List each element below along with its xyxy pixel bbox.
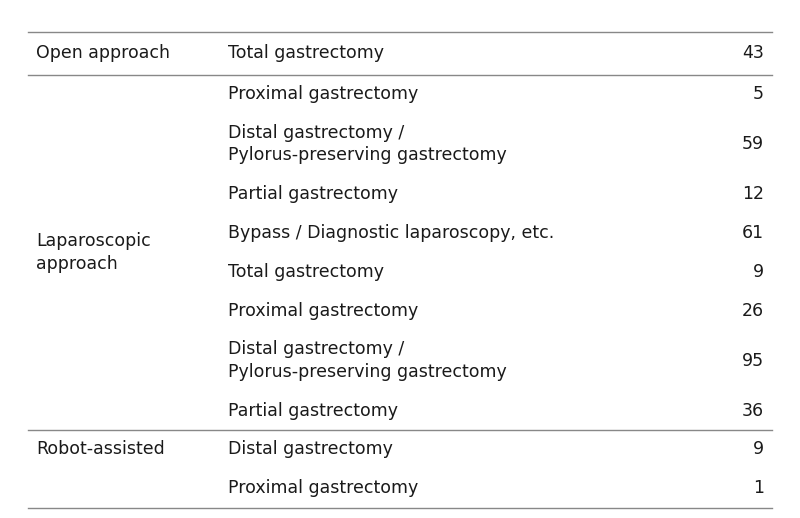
Text: Partial gastrectomy: Partial gastrectomy — [228, 401, 398, 420]
Text: Partial gastrectomy: Partial gastrectomy — [228, 185, 398, 203]
Text: 9: 9 — [753, 440, 764, 458]
Text: Bypass / Diagnostic laparoscopy, etc.: Bypass / Diagnostic laparoscopy, etc. — [228, 224, 554, 242]
Text: 61: 61 — [742, 224, 764, 242]
Text: 59: 59 — [742, 135, 764, 153]
Text: 43: 43 — [742, 45, 764, 62]
Text: 9: 9 — [753, 263, 764, 281]
Text: 5: 5 — [753, 85, 764, 103]
Text: Distal gastrectomy: Distal gastrectomy — [228, 440, 393, 458]
Text: Open approach: Open approach — [36, 45, 170, 62]
Text: Robot-assisted: Robot-assisted — [36, 440, 165, 458]
Text: 12: 12 — [742, 185, 764, 203]
Text: 26: 26 — [742, 301, 764, 320]
Text: 36: 36 — [742, 401, 764, 420]
Text: Total gastrectomy: Total gastrectomy — [228, 263, 384, 281]
Text: Distal gastrectomy /
Pylorus-preserving gastrectomy: Distal gastrectomy / Pylorus-preserving … — [228, 124, 506, 164]
Text: 1: 1 — [753, 479, 764, 497]
Text: Distal gastrectomy /
Pylorus-preserving gastrectomy: Distal gastrectomy / Pylorus-preserving … — [228, 340, 506, 381]
Text: Total gastrectomy: Total gastrectomy — [228, 45, 384, 62]
Text: 95: 95 — [742, 352, 764, 369]
Text: Proximal gastrectomy: Proximal gastrectomy — [228, 301, 418, 320]
Text: Proximal gastrectomy: Proximal gastrectomy — [228, 85, 418, 103]
Text: Proximal gastrectomy: Proximal gastrectomy — [228, 479, 418, 497]
Text: Laparoscopic
approach: Laparoscopic approach — [36, 232, 150, 272]
